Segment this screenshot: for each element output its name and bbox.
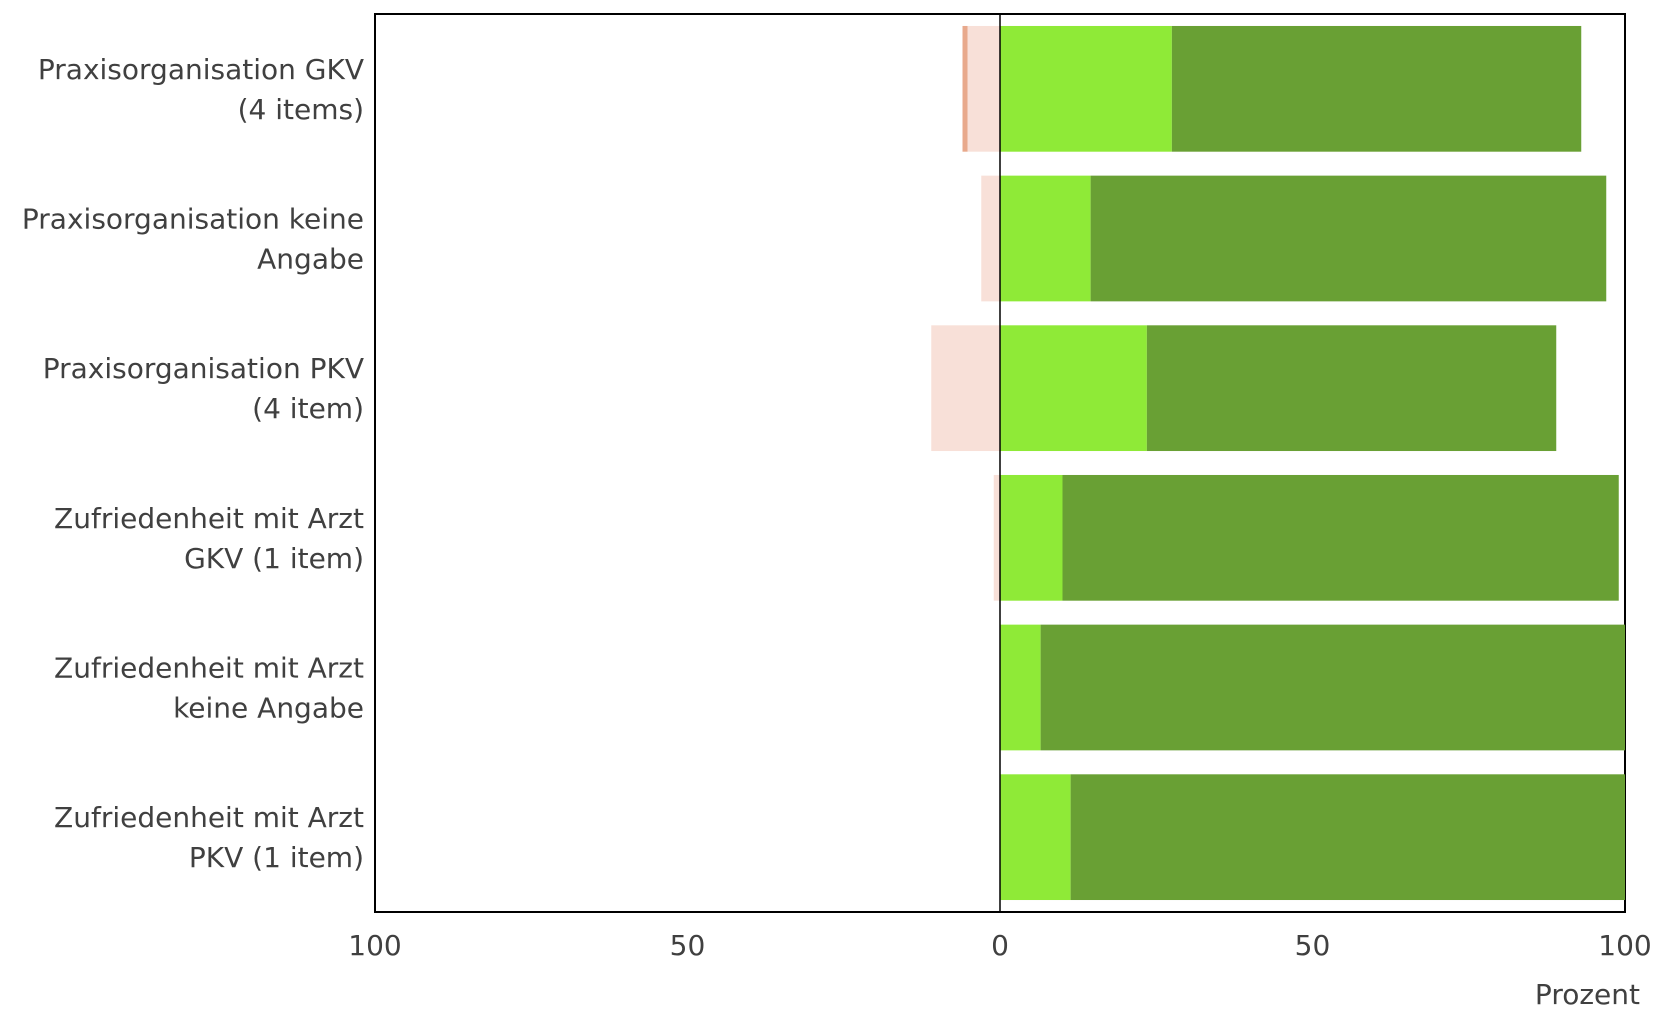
bar-negative-0-0 (962, 25, 968, 152)
x-tick-label: 50 (670, 929, 706, 962)
category-labels: Praxisorganisation GKV (4 items)Praxisorg… (22, 53, 364, 874)
x-tick-label: 0 (991, 929, 1009, 962)
category-label-line: Praxisorganisation keine (22, 203, 364, 236)
category-label: Praxisorganisation GKV (4 items) (38, 53, 364, 126)
category-label: Praxisorganisation keine Angabe (22, 203, 364, 276)
x-tick-label: 100 (348, 929, 401, 962)
bar-positive-0-4 (1000, 624, 1041, 751)
category-label: Zufriedenheit mit Arzt GKV (1 item) (54, 502, 364, 575)
bar-negative-1-0 (967, 25, 1000, 152)
bar-positive-1-2 (1146, 325, 1557, 452)
bar-positive-1-3 (1062, 474, 1619, 601)
category-label-line: (4 item) (252, 392, 364, 425)
x-tick-labels: 100 50 0 50 100 (348, 929, 1651, 962)
category-label: Zufriedenheit mit Arzt PKV (1 item) (54, 801, 364, 874)
category-label-line: Praxisorganisation GKV (38, 53, 364, 86)
bar-positive-1-0 (1171, 25, 1582, 152)
bar-positive-0-5 (1000, 774, 1071, 901)
bar-positive-0-3 (1000, 474, 1063, 601)
category-label-line: (4 items) (238, 93, 364, 126)
category-label-line: keine Angabe (173, 692, 364, 725)
bar-positive-1-5 (1070, 774, 1625, 901)
x-axis-label: Prozent (1535, 978, 1640, 1010)
category-label: Praxisorganisation PKV (4 item) (43, 352, 364, 425)
bar-positive-0-2 (1000, 325, 1147, 452)
bar-negative-1-2 (931, 325, 1000, 452)
category-label-line: PKV (1 item) (189, 841, 364, 874)
x-tick-label: 100 (1598, 929, 1651, 962)
category-label-line: Zufriedenheit mit Arzt (54, 502, 364, 535)
bar-negative-1-1 (981, 175, 1000, 302)
category-label-line: GKV (1 item) (184, 542, 364, 575)
bar-positive-0-1 (1000, 175, 1091, 302)
category-label-line: Zufriedenheit mit Arzt (54, 652, 364, 685)
category-label-line: Zufriedenheit mit Arzt (54, 801, 364, 834)
category-label-line: Angabe (257, 243, 364, 276)
bars-group (931, 25, 1625, 901)
bar-positive-1-1 (1090, 175, 1607, 302)
bar-positive-0-0 (1000, 25, 1172, 152)
bar-positive-1-4 (1040, 624, 1625, 751)
bar-negative-1-3 (993, 474, 1000, 601)
x-tick-label: 50 (1295, 929, 1331, 962)
category-label-line: Praxisorganisation PKV (43, 352, 364, 385)
category-label: Zufriedenheit mit Arzt keine Angabe (54, 652, 364, 725)
